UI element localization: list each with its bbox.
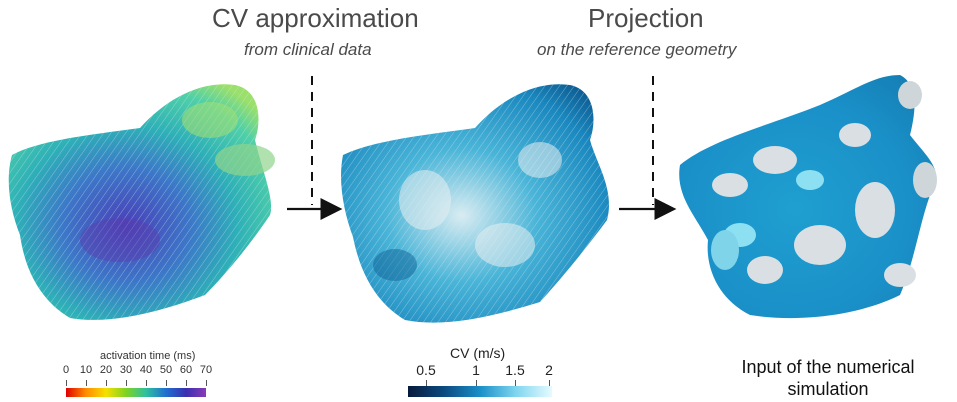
activation-tick-mark: [66, 380, 67, 386]
output-label-line2: simulation: [787, 379, 869, 399]
cv-tick-mark: [549, 380, 550, 387]
cv-tick-label: 1: [472, 362, 480, 378]
projection-subtitle: on the reference geometry: [537, 40, 737, 59]
activation-tick-label: 70: [199, 364, 213, 376]
output-label: Input of the numerical simulation: [728, 356, 928, 400]
cv-tick-label: 0.5: [416, 362, 436, 378]
activation-tick-label: 60: [179, 364, 193, 376]
activation-tick-label: 20: [99, 364, 113, 376]
activation-colorbar: [66, 388, 206, 397]
cv-approximation-title: CV approximation: [212, 3, 419, 33]
output-label-line1: Input of the numerical: [741, 357, 915, 377]
activation-tick-mark: [206, 380, 207, 386]
activation-tick-label: 30: [119, 364, 133, 376]
activation-tick-label: 40: [139, 364, 153, 376]
activation-colorbar-ticks: 0 10 20 30 40 50 60 70: [62, 364, 213, 386]
reference-geometry-map: [679, 75, 937, 319]
activation-tick-mark: [186, 380, 187, 386]
activation-tick-mark: [106, 380, 107, 386]
cv-tick-mark: [515, 380, 516, 387]
cv-tick-mark: [476, 380, 477, 387]
activation-tick-mark: [86, 380, 87, 386]
activation-tick-mark: [166, 380, 167, 386]
cv-colorbar: [408, 386, 552, 397]
activation-tick-mark: [146, 380, 147, 386]
activation-tick-mark: [126, 380, 127, 386]
cv-tick-mark: [426, 380, 427, 387]
activation-colorbar-title: activation time (ms): [100, 350, 196, 362]
activation-tick-label: 50: [159, 364, 173, 376]
cv-approximation-subtitle: from clinical data: [244, 40, 372, 59]
activation-tick-label: 10: [79, 364, 93, 376]
activation-tick-label: 0: [62, 364, 70, 376]
cv-colorbar-ticks: 0.5 1 1.5 2: [408, 362, 553, 387]
atrium-cv-map: [341, 84, 610, 323]
cv-tick-label: 2: [545, 362, 553, 378]
atrium-activation-map: [8, 84, 275, 320]
projection-title: Projection: [588, 3, 704, 33]
cv-colorbar-title: CV (m/s): [450, 345, 506, 361]
cv-tick-label: 1.5: [505, 362, 525, 378]
